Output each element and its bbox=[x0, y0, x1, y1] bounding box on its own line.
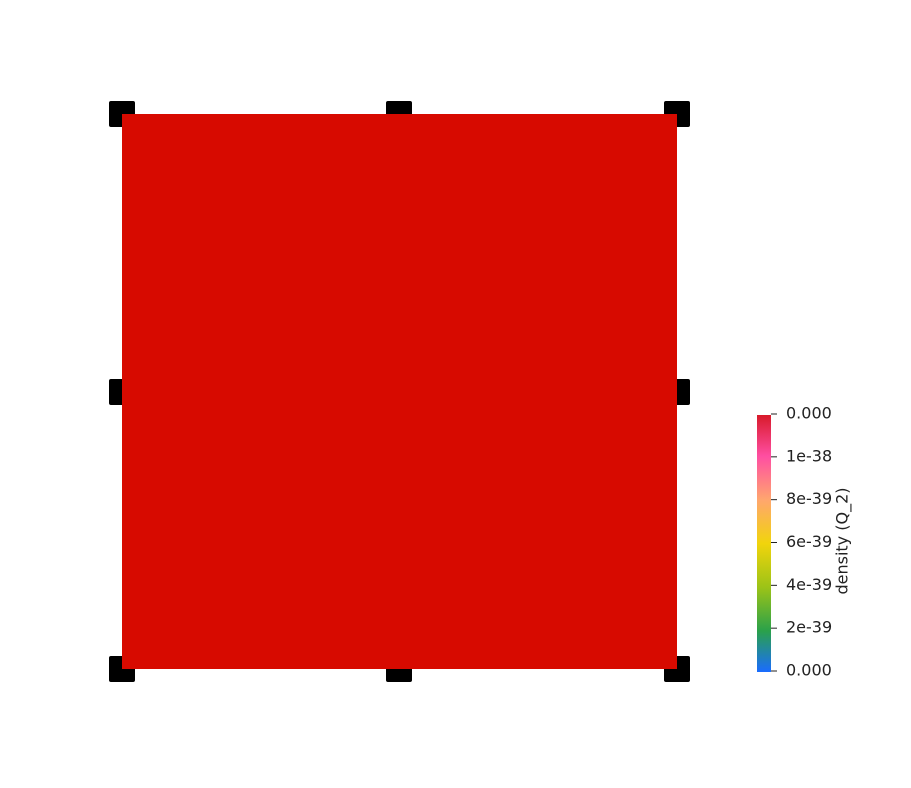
tick-label: 0.000 bbox=[786, 404, 832, 423]
tick-label: 0.000 bbox=[786, 661, 832, 680]
tick-label: 2e-39 bbox=[786, 618, 832, 637]
tick-label: 1e-38 bbox=[786, 446, 832, 465]
color-bar-title: density (Q_2) bbox=[833, 487, 853, 594]
density-field bbox=[122, 114, 677, 669]
color-bar bbox=[757, 415, 771, 672]
tick-label: 8e-39 bbox=[786, 489, 832, 508]
color-bar-ticks: 0.000 1e-38 8e-39 6e-39 4e-39 2e-39 0.000 bbox=[771, 404, 832, 680]
tick-label: 6e-39 bbox=[786, 532, 832, 551]
tick-label: 4e-39 bbox=[786, 575, 832, 594]
